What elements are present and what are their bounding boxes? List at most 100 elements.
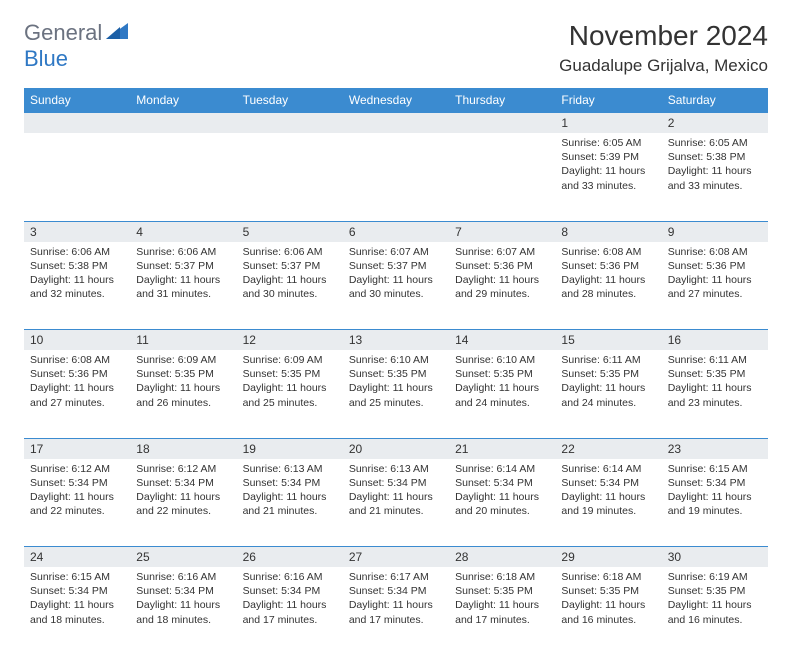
day-number: 3 [24,221,130,242]
day-content [24,133,130,142]
day-line: Sunrise: 6:18 AM [455,570,549,584]
weekday-header-row: Sunday Monday Tuesday Wednesday Thursday… [24,88,768,113]
weekday-header: Monday [130,88,236,113]
day-number: 13 [343,330,449,351]
day-line: Daylight: 11 hours [668,490,762,504]
day-line: Sunset: 5:35 PM [136,367,230,381]
day-cell: Sunrise: 6:11 AMSunset: 5:35 PMDaylight:… [555,350,661,438]
day-line: Sunset: 5:36 PM [668,259,762,273]
day-line: and 16 minutes. [668,613,762,627]
day-content: Sunrise: 6:09 AMSunset: 5:35 PMDaylight:… [130,350,236,416]
day-content: Sunrise: 6:11 AMSunset: 5:35 PMDaylight:… [555,350,661,416]
day-line: and 17 minutes. [349,613,443,627]
day-line: Sunset: 5:35 PM [455,584,549,598]
day-number [449,113,555,134]
day-number: 11 [130,330,236,351]
day-number: 8 [555,221,661,242]
day-number: 18 [130,438,236,459]
day-line: Sunrise: 6:16 AM [136,570,230,584]
day-line: and 20 minutes. [455,504,549,518]
day-line: Daylight: 11 hours [455,598,549,612]
day-content: Sunrise: 6:07 AMSunset: 5:36 PMDaylight:… [449,242,555,308]
day-line: and 19 minutes. [668,504,762,518]
day-content: Sunrise: 6:08 AMSunset: 5:36 PMDaylight:… [555,242,661,308]
header: General November 2024 Guadalupe Grijalva… [24,20,768,76]
brand-part2-wrap: Blue [24,46,68,72]
day-line: and 19 minutes. [561,504,655,518]
day-line: Daylight: 11 hours [136,490,230,504]
day-line: Daylight: 11 hours [668,598,762,612]
day-content: Sunrise: 6:07 AMSunset: 5:37 PMDaylight:… [343,242,449,308]
day-line: and 33 minutes. [668,179,762,193]
day-line: Sunset: 5:34 PM [668,476,762,490]
day-line: Sunrise: 6:17 AM [349,570,443,584]
day-line: Sunrise: 6:08 AM [668,245,762,259]
day-line: Daylight: 11 hours [243,490,337,504]
day-cell [237,133,343,221]
day-cell: Sunrise: 6:12 AMSunset: 5:34 PMDaylight:… [24,459,130,547]
brand-logo: General [24,20,134,46]
day-line: Daylight: 11 hours [561,490,655,504]
day-cell: Sunrise: 6:17 AMSunset: 5:34 PMDaylight:… [343,567,449,655]
day-content: Sunrise: 6:15 AMSunset: 5:34 PMDaylight:… [24,567,130,633]
day-number: 25 [130,547,236,568]
day-line: Daylight: 11 hours [30,490,124,504]
day-line: Sunrise: 6:07 AM [349,245,443,259]
day-line: Daylight: 11 hours [561,273,655,287]
day-cell: Sunrise: 6:13 AMSunset: 5:34 PMDaylight:… [237,459,343,547]
day-cell: Sunrise: 6:19 AMSunset: 5:35 PMDaylight:… [662,567,768,655]
day-line: and 23 minutes. [668,396,762,410]
day-line: Sunset: 5:36 PM [561,259,655,273]
day-line: Sunrise: 6:06 AM [30,245,124,259]
day-cell: Sunrise: 6:10 AMSunset: 5:35 PMDaylight:… [343,350,449,438]
day-line: Sunrise: 6:08 AM [30,353,124,367]
day-cell: Sunrise: 6:15 AMSunset: 5:34 PMDaylight:… [24,567,130,655]
day-cell: Sunrise: 6:08 AMSunset: 5:36 PMDaylight:… [555,242,661,330]
day-cell: Sunrise: 6:18 AMSunset: 5:35 PMDaylight:… [449,567,555,655]
day-content: Sunrise: 6:06 AMSunset: 5:38 PMDaylight:… [24,242,130,308]
day-cell: Sunrise: 6:14 AMSunset: 5:34 PMDaylight:… [449,459,555,547]
day-line: Daylight: 11 hours [561,381,655,395]
day-number [237,113,343,134]
day-line: Daylight: 11 hours [455,490,549,504]
day-number [130,113,236,134]
day-line: Daylight: 11 hours [243,381,337,395]
day-number: 5 [237,221,343,242]
day-content: Sunrise: 6:06 AMSunset: 5:37 PMDaylight:… [237,242,343,308]
day-number: 1 [555,113,661,134]
day-line: and 25 minutes. [349,396,443,410]
day-content [449,133,555,142]
weekday-header: Sunday [24,88,130,113]
day-number: 19 [237,438,343,459]
day-content-row: Sunrise: 6:05 AMSunset: 5:39 PMDaylight:… [24,133,768,221]
day-line: Sunset: 5:37 PM [136,259,230,273]
day-line: Sunset: 5:36 PM [30,367,124,381]
day-line: Sunset: 5:35 PM [668,367,762,381]
weekday-header: Saturday [662,88,768,113]
day-line: Daylight: 11 hours [30,598,124,612]
day-number-row: 17181920212223 [24,438,768,459]
day-line: and 33 minutes. [561,179,655,193]
day-number-row: 12 [24,113,768,134]
brand-part2: Blue [24,46,68,71]
day-line: Sunrise: 6:11 AM [668,353,762,367]
day-content-row: Sunrise: 6:15 AMSunset: 5:34 PMDaylight:… [24,567,768,655]
day-line: Sunset: 5:38 PM [668,150,762,164]
day-line: Sunset: 5:34 PM [349,584,443,598]
day-line: and 22 minutes. [30,504,124,518]
day-number [24,113,130,134]
day-line: Sunrise: 6:15 AM [668,462,762,476]
day-content: Sunrise: 6:11 AMSunset: 5:35 PMDaylight:… [662,350,768,416]
day-content: Sunrise: 6:10 AMSunset: 5:35 PMDaylight:… [449,350,555,416]
day-line: and 25 minutes. [243,396,337,410]
day-cell: Sunrise: 6:16 AMSunset: 5:34 PMDaylight:… [237,567,343,655]
day-cell: Sunrise: 6:12 AMSunset: 5:34 PMDaylight:… [130,459,236,547]
day-number-row: 10111213141516 [24,330,768,351]
day-line: Daylight: 11 hours [136,598,230,612]
day-cell: Sunrise: 6:08 AMSunset: 5:36 PMDaylight:… [662,242,768,330]
day-cell: Sunrise: 6:06 AMSunset: 5:37 PMDaylight:… [237,242,343,330]
day-line: Sunset: 5:34 PM [30,584,124,598]
day-cell: Sunrise: 6:06 AMSunset: 5:37 PMDaylight:… [130,242,236,330]
day-content: Sunrise: 6:05 AMSunset: 5:39 PMDaylight:… [555,133,661,199]
day-line: Sunset: 5:35 PM [561,584,655,598]
